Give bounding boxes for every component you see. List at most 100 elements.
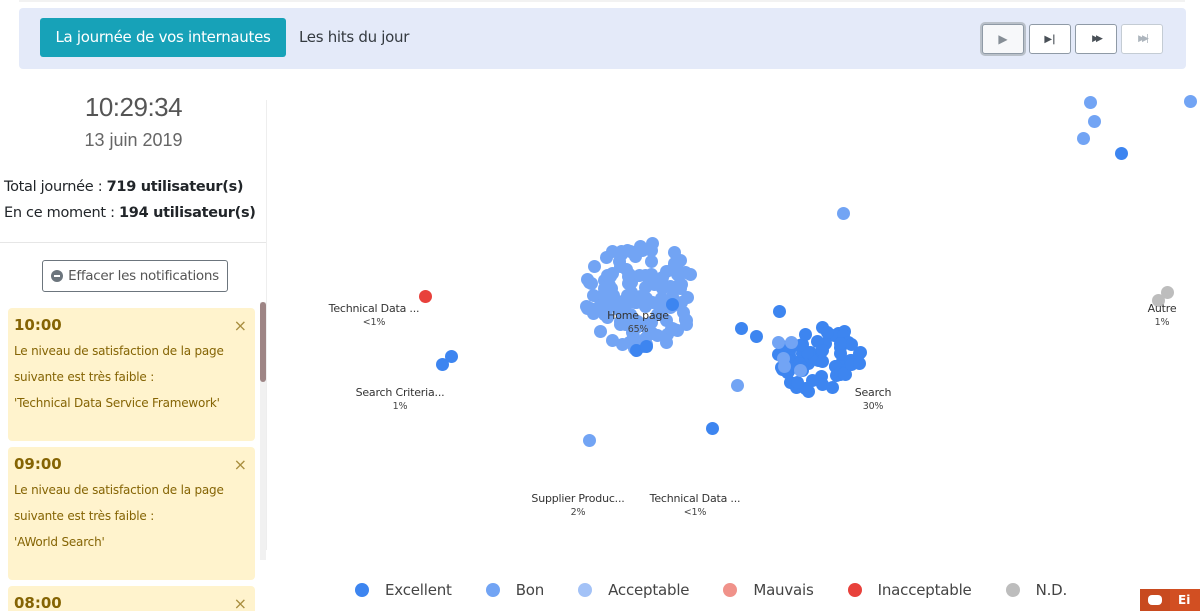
user-dot[interactable] [639, 280, 653, 294]
user-dot[interactable] [1087, 114, 1101, 128]
legend-item[interactable]: Inacceptable [847, 581, 972, 599]
legend-item[interactable]: Acceptable [578, 581, 690, 599]
user-dot[interactable] [793, 363, 807, 377]
navbar: La journée de vos internautes Les hits d… [19, 8, 1186, 69]
chat-bubble-icon [1140, 589, 1170, 611]
user-dot[interactable] [799, 327, 813, 341]
user-dot[interactable] [582, 433, 596, 447]
user-dot[interactable] [623, 268, 637, 282]
page-node-label: Technical Data ... <1% [328, 302, 420, 328]
user-dot[interactable] [655, 301, 669, 315]
user-dot[interactable] [605, 268, 619, 282]
user-dot[interactable] [587, 260, 601, 274]
tab-journee[interactable]: La journée de vos internautes [40, 18, 286, 57]
user-dot[interactable] [790, 376, 804, 390]
user-dot[interactable] [784, 335, 798, 349]
user-dot[interactable] [749, 329, 763, 343]
sidebar-vertical-divider [266, 100, 267, 550]
close-icon[interactable]: × [233, 316, 247, 335]
user-dot[interactable] [435, 357, 449, 371]
user-dot[interactable] [1083, 95, 1097, 109]
scrollbar-thumb[interactable] [260, 302, 266, 382]
legend-item[interactable]: Mauvais [723, 581, 814, 599]
user-dot[interactable] [639, 339, 653, 353]
user-dot[interactable] [671, 267, 685, 281]
user-dot[interactable] [629, 343, 643, 357]
legend-item[interactable]: Excellent [355, 581, 452, 599]
legend-item[interactable]: Bon [485, 581, 544, 599]
user-dot[interactable] [838, 367, 852, 381]
user-dot[interactable] [605, 281, 619, 295]
legend-dot-icon [723, 583, 738, 597]
user-dot[interactable] [825, 381, 839, 395]
user-dot[interactable] [730, 378, 744, 392]
user-dot[interactable] [651, 329, 665, 343]
user-dot[interactable] [664, 322, 678, 336]
user-dot[interactable] [615, 337, 629, 351]
user-dot[interactable] [1076, 131, 1090, 145]
user-dot[interactable] [777, 359, 791, 373]
user-dot[interactable] [444, 349, 458, 363]
user-dot[interactable] [1151, 293, 1165, 307]
total-users-stat: Total journée : 719 utilisateur(s) [4, 179, 244, 195]
user-dot[interactable] [626, 330, 640, 343]
user-dot[interactable] [617, 316, 631, 330]
user-dot[interactable] [1183, 94, 1197, 108]
user-dot[interactable] [579, 299, 593, 313]
user-dot[interactable] [629, 250, 643, 264]
user-dot[interactable] [625, 294, 639, 308]
user-dot[interactable] [771, 335, 785, 349]
user-dot[interactable] [605, 333, 619, 347]
user-dot[interactable] [844, 337, 858, 351]
user-dot[interactable] [418, 289, 432, 303]
skip-to-end-icon: ▶▶| [1138, 34, 1149, 44]
tab-hits-du-jour[interactable]: Les hits du jour [299, 28, 410, 46]
feedback-button[interactable]: Ei [1140, 589, 1200, 611]
user-dot[interactable] [677, 306, 691, 320]
fast-forward-button[interactable]: ▶▶ [1075, 24, 1117, 54]
user-dot[interactable] [1114, 146, 1128, 160]
user-dot[interactable] [593, 324, 607, 338]
sidebar: 10:29:34 13 juin 2019 Total journée : 71… [0, 80, 267, 611]
user-dot[interactable] [853, 356, 867, 370]
user-dot[interactable] [836, 206, 850, 220]
play-button[interactable]: ▶ [982, 24, 1024, 54]
user-dot[interactable] [734, 321, 748, 335]
user-dot[interactable] [705, 421, 719, 435]
user-dot[interactable] [772, 304, 786, 318]
close-icon[interactable]: × [233, 455, 247, 474]
notification-scrollbar[interactable] [260, 302, 266, 560]
clear-notifications-button[interactable]: Effacer les notifications [42, 260, 228, 292]
step-forward-button[interactable]: ▶| [1029, 24, 1071, 54]
user-dot[interactable] [815, 355, 829, 369]
user-dot[interactable] [600, 250, 614, 264]
user-dot[interactable] [675, 278, 689, 292]
user-dot[interactable] [674, 253, 688, 267]
notification-list: 10:00 × Le niveau de satisfaction de la … [8, 308, 255, 611]
user-dot[interactable] [852, 347, 866, 361]
user-dot[interactable] [833, 337, 847, 351]
notification-item: 10:00 × Le niveau de satisfaction de la … [8, 308, 255, 441]
user-dot[interactable] [580, 273, 594, 287]
legend-item[interactable]: N.D. [1005, 581, 1067, 599]
skip-to-end-button[interactable]: ▶▶| [1121, 24, 1163, 54]
top-divider [19, 0, 1185, 2]
user-dot[interactable] [645, 316, 659, 330]
page-node-label: Technical Data ... <1% [649, 492, 741, 518]
user-dot[interactable] [821, 325, 835, 339]
satisfaction-legend: Excellent Bon Acceptable Mauvais Inacceptabl… [355, 578, 1101, 602]
close-icon[interactable]: × [233, 594, 247, 611]
user-dot[interactable] [645, 243, 659, 257]
user-dot[interactable] [665, 297, 679, 311]
user-dot[interactable] [594, 299, 608, 313]
user-dot[interactable] [633, 239, 647, 253]
user-dot[interactable] [601, 311, 615, 325]
user-dot[interactable] [644, 268, 658, 282]
user-dot[interactable] [805, 373, 819, 387]
user-dot[interactable] [1160, 285, 1174, 299]
user-dot[interactable] [833, 346, 847, 360]
current-users-value: 194 utilisateur(s) [118, 205, 256, 221]
user-dot[interactable] [815, 378, 829, 392]
user-dot[interactable] [644, 255, 658, 269]
user-dot[interactable] [815, 343, 829, 357]
